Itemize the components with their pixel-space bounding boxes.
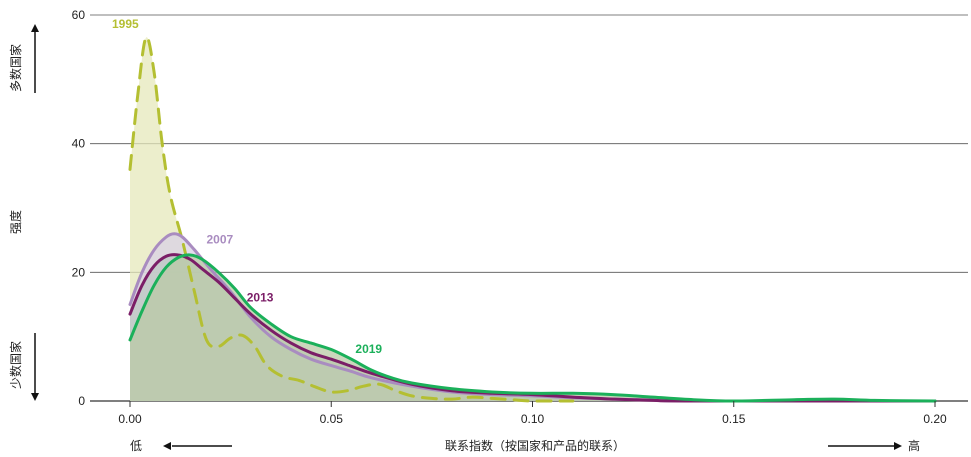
y-label-top: 多数国家 bbox=[8, 44, 23, 92]
y-tick-label: 0 bbox=[78, 394, 85, 408]
y-axis: 0 20 40 60 bbox=[72, 8, 86, 408]
series-lines bbox=[128, 35, 937, 403]
y-tick-label: 60 bbox=[72, 8, 86, 22]
y-tick-label: 20 bbox=[72, 265, 86, 279]
x-tick-label: 0.05 bbox=[320, 412, 344, 426]
y-label-bottom: 少数国家 bbox=[8, 341, 23, 389]
series-label-1995: 1995 bbox=[112, 17, 139, 31]
x-tick-label: 0.20 bbox=[923, 412, 947, 426]
x-axis: 0.00 0.05 0.10 0.15 0.20 bbox=[118, 401, 947, 426]
right-arrow-head-icon bbox=[894, 442, 902, 450]
series-line-2019 bbox=[128, 253, 937, 403]
area-fills bbox=[130, 37, 935, 401]
series-label-2013: 2013 bbox=[247, 290, 274, 304]
up-arrow-head-icon bbox=[31, 24, 39, 32]
x-tick-label: 0.15 bbox=[722, 412, 746, 426]
series-labels: 1995 2007 2013 2019 bbox=[112, 17, 382, 356]
y-axis-label: 强度 bbox=[8, 210, 23, 234]
x-low-label: 低 bbox=[130, 439, 142, 453]
down-arrow-head-icon bbox=[31, 393, 39, 401]
series-line-2013 bbox=[128, 253, 937, 403]
x-tick-label: 0.00 bbox=[118, 412, 142, 426]
y-tick-label: 40 bbox=[72, 137, 86, 151]
series-label-2007: 2007 bbox=[206, 232, 233, 246]
x-high-label: 高 bbox=[908, 438, 920, 453]
y-annotation-top: 多数国家 bbox=[8, 24, 39, 93]
area-fill-2019 bbox=[130, 254, 935, 401]
series-line-1995 bbox=[128, 35, 575, 403]
x-tick-label: 0.10 bbox=[521, 412, 545, 426]
left-arrow-head-icon bbox=[163, 442, 171, 450]
x-axis-label: 联系指数（按国家和产品的联系） bbox=[445, 438, 625, 453]
y-annotation-bottom: 少数国家 bbox=[8, 333, 39, 401]
series-label-2019: 2019 bbox=[355, 342, 382, 356]
